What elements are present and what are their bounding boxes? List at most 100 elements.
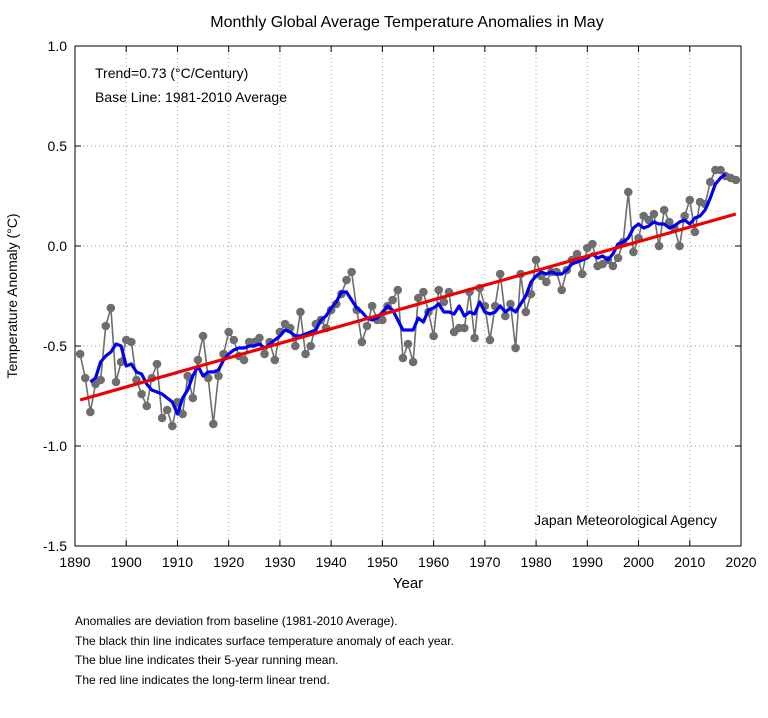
temperature-anomaly-chart: Monthly Global Average Temperature Anoma… xyxy=(4,14,757,592)
annual-anomaly-point xyxy=(86,407,95,417)
annual-anomaly-point xyxy=(664,217,674,227)
annual-anomaly-point xyxy=(644,215,654,225)
annual-anomaly-point xyxy=(680,211,689,221)
x-tick-label: 1890 xyxy=(59,554,90,570)
annual-anomaly-point xyxy=(224,327,233,337)
annual-anomaly-point xyxy=(531,255,541,265)
baseline-annotation: Base Line: 1981-2010 Average xyxy=(95,89,287,105)
source-annotation: Japan Meteorological Agency xyxy=(534,512,717,528)
annual-anomaly-point xyxy=(162,405,172,415)
annual-anomaly-point xyxy=(649,209,659,219)
annual-anomaly-point xyxy=(429,331,438,341)
annual-anomaly-point xyxy=(306,341,315,351)
annual-anomaly-point xyxy=(495,269,505,279)
annual-anomaly-point xyxy=(290,341,300,351)
annual-anomaly-point xyxy=(413,293,423,303)
annual-anomaly-point xyxy=(178,409,187,419)
annual-anomaly-point xyxy=(419,287,428,297)
chart-notes: Anomalies are deviation from baseline (1… xyxy=(75,612,454,690)
annual-anomaly-point xyxy=(301,349,310,359)
y-axis-label: Temperature Anomaly (°C) xyxy=(4,213,20,378)
annual-anomaly-point xyxy=(408,357,418,367)
x-tick-label: 2020 xyxy=(725,554,756,570)
x-tick-label: 1960 xyxy=(418,554,449,570)
y-tick-label: 0.0 xyxy=(48,238,68,254)
annual-anomaly-point xyxy=(270,355,280,365)
trend-annotation: Trend=0.73 (°C/Century) xyxy=(95,65,248,81)
annual-anomaly-point xyxy=(388,295,397,305)
x-tick-label: 1900 xyxy=(111,554,142,570)
annual-anomaly-point xyxy=(362,321,372,331)
y-tick-label: -1.0 xyxy=(43,438,67,454)
annual-anomaly-point xyxy=(168,421,177,431)
annual-anomaly-point xyxy=(403,339,413,349)
annual-anomaly-point xyxy=(588,239,597,249)
trend-line xyxy=(79,212,737,402)
annual-anomaly-point xyxy=(96,375,105,385)
x-tick-label: 1930 xyxy=(264,554,295,570)
annual-anomaly-point xyxy=(111,377,121,387)
annual-anomaly-point xyxy=(137,389,146,399)
annual-anomaly-point xyxy=(506,299,515,309)
annual-anomaly-point xyxy=(731,175,741,185)
grid xyxy=(75,46,741,546)
annual-anomaly-point xyxy=(659,205,669,215)
annual-anomaly-point xyxy=(572,249,582,259)
annual-anomaly-point xyxy=(557,285,566,295)
x-tick-label: 1920 xyxy=(213,554,244,570)
annual-anomaly-point xyxy=(80,373,90,383)
annual-anomaly-point xyxy=(460,323,469,333)
annual-anomaly-point xyxy=(357,337,367,347)
annual-anomaly-point xyxy=(106,303,116,313)
annual-anomaly-point xyxy=(255,333,264,343)
annual-anomaly-point xyxy=(629,247,638,257)
running-mean-line xyxy=(89,172,727,416)
annual-anomaly-point xyxy=(152,359,162,369)
x-axis-label: Year xyxy=(393,575,423,592)
annual-anomaly-point xyxy=(716,165,725,175)
annual-anomaly-point xyxy=(485,335,495,345)
annual-anomaly-point xyxy=(511,343,520,353)
annual-anomaly-point xyxy=(542,277,551,287)
annual-anomaly-point xyxy=(127,337,136,347)
x-tick-label: 1990 xyxy=(572,554,603,570)
annual-anomaly-point xyxy=(685,195,695,205)
annual-anomaly-point xyxy=(613,253,623,263)
plot-frame xyxy=(74,45,742,547)
annual-anomaly-point xyxy=(209,419,218,429)
annual-anomaly-point xyxy=(214,371,223,381)
annual-anomaly-point xyxy=(239,355,249,365)
x-tick-label: 2010 xyxy=(674,554,705,570)
annual-anomaly-point xyxy=(608,261,618,271)
annual-anomaly-point xyxy=(193,355,203,365)
annual-anomaly-point xyxy=(183,371,193,381)
axes: 1890 1900 1910 1920 1930 1940 1950 1960 1970 1980… xyxy=(43,38,757,570)
annual-anomaly-point xyxy=(229,335,239,345)
annual-anomaly-point xyxy=(690,227,700,237)
annual-anomaly-point xyxy=(142,401,152,411)
annual-anomaly-point xyxy=(260,349,269,359)
y-tick-label: -1.5 xyxy=(43,538,67,554)
chart-title: Monthly Global Average Temperature Anoma… xyxy=(210,14,603,31)
x-tick-label: 2000 xyxy=(623,554,654,570)
x-tick-label: 1940 xyxy=(316,554,347,570)
y-tick-label: -0.5 xyxy=(43,338,67,354)
annual-anomaly-point xyxy=(705,177,715,187)
annual-anomaly-point xyxy=(393,285,403,295)
annual-anomaly-point xyxy=(342,275,351,285)
x-tick-label: 1950 xyxy=(367,554,398,570)
annual-anomaly-point xyxy=(434,285,444,295)
annual-anomaly-point xyxy=(398,353,408,363)
annual-anomaly-point xyxy=(367,301,377,311)
series-layer xyxy=(75,165,741,431)
annual-anomaly-point xyxy=(296,307,305,317)
annual-anomaly-point xyxy=(203,373,213,383)
annual-anomaly-point xyxy=(157,413,167,423)
annual-anomaly-point xyxy=(577,269,587,279)
annual-anomaly-point xyxy=(75,349,85,359)
annual-anomaly-point xyxy=(501,311,510,321)
annual-anomaly-point xyxy=(521,307,531,317)
y-tick-label: 1.0 xyxy=(48,38,68,54)
note-trend-line: The red line indicates the long-term lin… xyxy=(75,672,330,687)
annual-anomaly-point xyxy=(188,393,198,403)
